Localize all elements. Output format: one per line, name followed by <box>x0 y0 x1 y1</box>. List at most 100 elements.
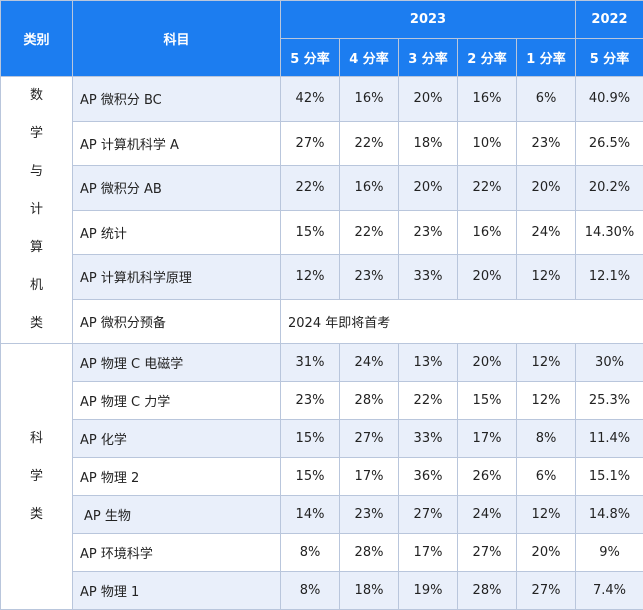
table-row: AP 化学 15% 27% 33% 17% 8% 11.4% <box>1 420 643 458</box>
rate-2022-cell: 7.4% <box>576 572 643 610</box>
table-row: 数 学 与 计 算 机 类 AP 微积分 BC 42% 16% 20% 16% … <box>1 77 643 122</box>
rate-cell: 27% <box>281 121 340 166</box>
rate-cell: 16% <box>340 166 399 211</box>
subject-cell: AP 化学 <box>73 420 281 458</box>
header-rate-2: 2 分率 <box>458 39 517 77</box>
rate-cell: 15% <box>281 420 340 458</box>
rate-2022-cell: 40.9% <box>576 77 643 122</box>
category-char: 类 <box>1 496 72 534</box>
table-row: AP 统计 15% 22% 23% 16% 24% 14.30% <box>1 210 643 255</box>
table-row: AP 计算机科学原理 12% 23% 33% 20% 12% 12.1% <box>1 255 643 300</box>
category-char: 数 <box>1 77 72 115</box>
table-row: AP 物理 C 力学 23% 28% 22% 15% 12% 25.3% <box>1 382 643 420</box>
header-category: 类别 <box>1 1 73 77</box>
rate-cell: 20% <box>399 166 458 211</box>
rate-cell: 14% <box>281 496 340 534</box>
header-year-2023: 2023 <box>281 1 576 39</box>
rate-cell: 36% <box>399 458 458 496</box>
header-rate-4: 4 分率 <box>340 39 399 77</box>
subject-cell: AP 物理 1 <box>73 572 281 610</box>
rate-cell: 24% <box>458 496 517 534</box>
subject-cell: AP 物理 C 电磁学 <box>73 344 281 382</box>
header-rate-3: 3 分率 <box>399 39 458 77</box>
category-char: 与 <box>1 153 72 191</box>
rate-cell: 28% <box>458 572 517 610</box>
subject-cell: AP 物理 C 力学 <box>73 382 281 420</box>
table-row: AP 计算机科学 A 27% 22% 18% 10% 23% 26.5% <box>1 121 643 166</box>
table-row: AP 物理 2 15% 17% 36% 26% 6% 15.1% <box>1 458 643 496</box>
rate-cell: 12% <box>517 496 576 534</box>
category-char: 学 <box>1 458 72 496</box>
category-char: 类 <box>1 305 72 343</box>
header-rate-1: 1 分率 <box>517 39 576 77</box>
rate-cell: 24% <box>340 344 399 382</box>
subject-cell: AP 物理 2 <box>73 458 281 496</box>
rate-cell: 23% <box>399 210 458 255</box>
rate-cell: 16% <box>458 210 517 255</box>
rate-cell: 20% <box>458 344 517 382</box>
rate-cell: 20% <box>517 166 576 211</box>
rate-cell: 6% <box>517 77 576 122</box>
rate-cell: 22% <box>458 166 517 211</box>
first-exam-note: 2024 年即将首考 <box>281 299 643 344</box>
rate-cell: 27% <box>340 420 399 458</box>
subject-cell: AP 环境科学 <box>73 534 281 572</box>
category-char: 计 <box>1 191 72 229</box>
rate-cell: 12% <box>517 382 576 420</box>
subject-cell: AP 统计 <box>73 210 281 255</box>
rate-cell: 10% <box>458 121 517 166</box>
table-row: AP 生物 14% 23% 27% 24% 12% 14.8% <box>1 496 643 534</box>
rate-cell: 28% <box>340 534 399 572</box>
rate-cell: 22% <box>340 210 399 255</box>
rate-cell: 13% <box>399 344 458 382</box>
subject-cell: AP 计算机科学 A <box>73 121 281 166</box>
rate-cell: 23% <box>517 121 576 166</box>
rate-cell: 22% <box>340 121 399 166</box>
table-row: 科 学 类 AP 物理 C 电磁学 31% 24% 13% 20% 12% 30… <box>1 344 643 382</box>
rate-2022-cell: 12.1% <box>576 255 643 300</box>
rate-cell: 15% <box>281 458 340 496</box>
rate-cell: 8% <box>517 420 576 458</box>
rate-cell: 33% <box>399 420 458 458</box>
rate-cell: 33% <box>399 255 458 300</box>
rate-cell: 22% <box>281 166 340 211</box>
rate-cell: 20% <box>458 255 517 300</box>
table-row: AP 微积分 AB 22% 16% 20% 22% 20% 20.2% <box>1 166 643 211</box>
rate-cell: 19% <box>399 572 458 610</box>
rate-cell: 20% <box>399 77 458 122</box>
rate-2022-cell: 9% <box>576 534 643 572</box>
rate-cell: 8% <box>281 534 340 572</box>
header-rate-5: 5 分率 <box>281 39 340 77</box>
table-row: AP 环境科学 8% 28% 17% 27% 20% 9% <box>1 534 643 572</box>
subject-cell: AP 微积分 BC <box>73 77 281 122</box>
rate-cell: 18% <box>340 572 399 610</box>
rate-cell: 16% <box>458 77 517 122</box>
category-cell-math-cs: 数 学 与 计 算 机 类 <box>1 77 73 344</box>
rate-2022-cell: 14.8% <box>576 496 643 534</box>
rate-cell: 28% <box>340 382 399 420</box>
category-char: 学 <box>1 115 72 153</box>
header-year-2022: 2022 <box>576 1 643 39</box>
rate-cell: 18% <box>399 121 458 166</box>
rate-cell: 31% <box>281 344 340 382</box>
rate-cell: 17% <box>340 458 399 496</box>
rate-cell: 12% <box>517 255 576 300</box>
table-row: AP 微积分预备 2024 年即将首考 <box>1 299 643 344</box>
rate-cell: 42% <box>281 77 340 122</box>
rate-cell: 17% <box>458 420 517 458</box>
rate-cell: 15% <box>458 382 517 420</box>
rate-cell: 8% <box>281 572 340 610</box>
rate-2022-cell: 30% <box>576 344 643 382</box>
subject-cell: AP 微积分预备 <box>73 299 281 344</box>
rate-2022-cell: 14.30% <box>576 210 643 255</box>
rate-cell: 26% <box>458 458 517 496</box>
header-rate-2022: 5 分率 <box>576 39 643 77</box>
rate-cell: 15% <box>281 210 340 255</box>
rate-cell: 23% <box>340 496 399 534</box>
rate-cell: 23% <box>340 255 399 300</box>
rate-2022-cell: 25.3% <box>576 382 643 420</box>
rate-cell: 12% <box>281 255 340 300</box>
rate-cell: 23% <box>281 382 340 420</box>
rate-cell: 20% <box>517 534 576 572</box>
